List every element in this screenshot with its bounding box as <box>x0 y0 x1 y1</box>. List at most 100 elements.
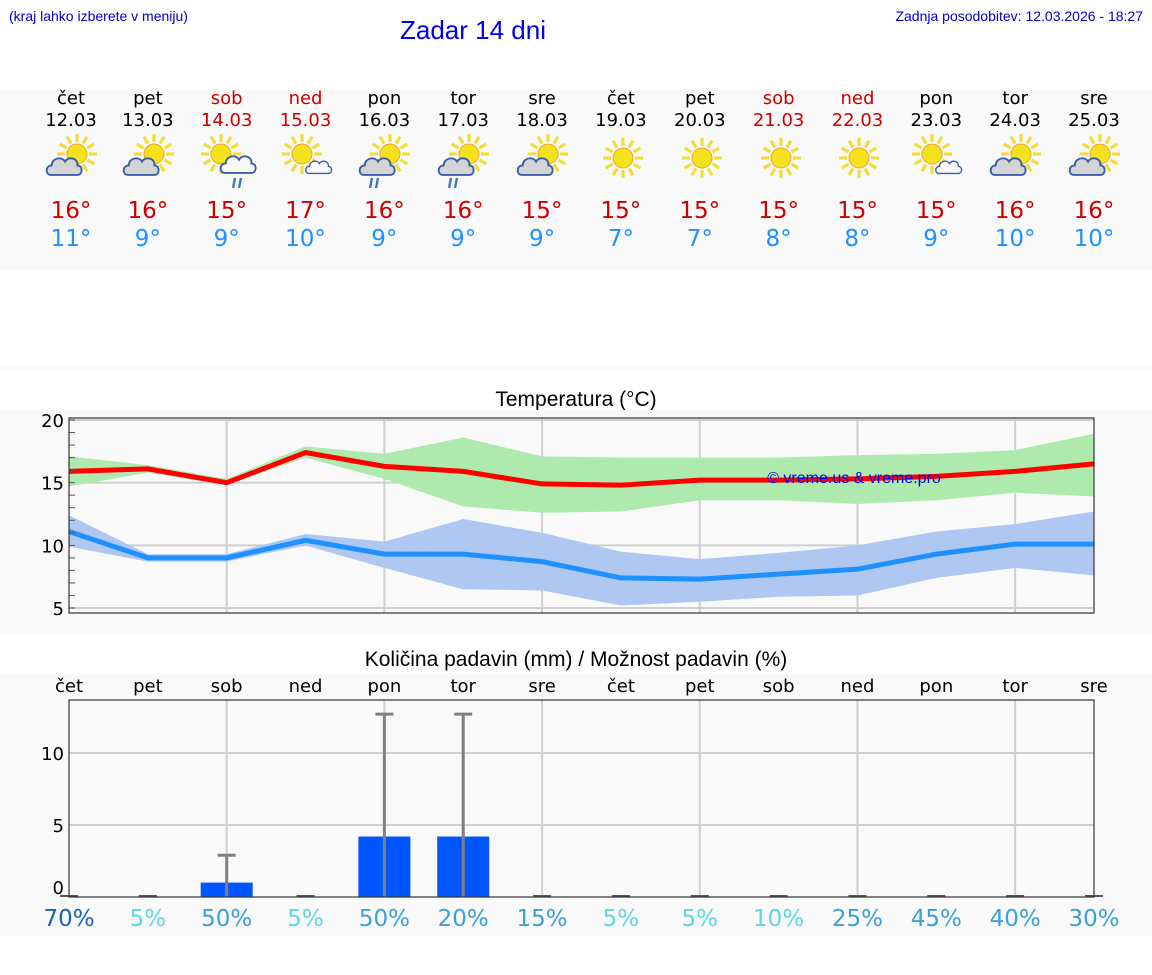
precip-probability: 5% <box>603 906 640 932</box>
day-date: 12.03 <box>45 110 97 131</box>
y-tick: 5 <box>53 816 64 837</box>
y-tick: 10 <box>41 536 64 557</box>
day-name: pon <box>919 88 954 109</box>
day-date: 23.03 <box>910 110 963 131</box>
partly-cloudy-icon <box>516 134 572 190</box>
day-name: čet <box>606 88 635 109</box>
y-tick: 0 <box>53 878 64 899</box>
max-temp: 16° <box>50 198 92 224</box>
partly-cloudy-icon <box>1068 134 1124 190</box>
precip-probability: 5% <box>130 906 167 932</box>
temperature-chart: 5 10 15 20 © vreme.us & vreme.pro <box>41 411 1095 620</box>
precip-probability: 50% <box>201 906 252 932</box>
precipitation-chart: 10 5 0 čet pet sob ned pon tor sre čet pet sob ned pon… <box>41 676 1119 932</box>
min-temp: 8° <box>844 226 871 252</box>
day-name: pet <box>133 88 163 109</box>
y-tick: 20 <box>41 411 64 432</box>
sun-cloud-rain-icon <box>200 134 257 190</box>
max-temp-line <box>68 450 1095 488</box>
max-temp: 16° <box>127 198 169 224</box>
sun-icon <box>595 134 651 190</box>
partly-cloudy-icon <box>989 134 1045 190</box>
min-temp: 10° <box>285 226 326 252</box>
watermark: © vreme.us & vreme.pro <box>767 470 941 487</box>
page-title: Zadar 14 dni <box>400 15 546 45</box>
day-name: sob <box>210 88 243 109</box>
max-temp: 15° <box>837 198 878 224</box>
precip-probability: 25% <box>832 906 883 932</box>
precip-probability: 15% <box>517 906 568 932</box>
y-tick: 5 <box>53 599 64 620</box>
min-temp: 9° <box>528 226 556 252</box>
precip-probability: 5% <box>682 906 719 932</box>
min-temp: 9° <box>371 226 398 252</box>
min-temp: 10° <box>994 226 1036 252</box>
precip-probability: 30% <box>1068 906 1119 932</box>
max-temp: 16° <box>363 198 405 224</box>
day-date: 14.03 <box>200 110 253 131</box>
day-date: 25.03 <box>1068 110 1120 131</box>
day-label: pon <box>919 676 953 697</box>
day-date: 24.03 <box>989 110 1041 131</box>
precip-probability: 10% <box>753 906 804 932</box>
day-date: 18.03 <box>516 110 568 131</box>
day-date: 22.03 <box>831 110 884 131</box>
precip-probability: 5% <box>287 906 324 932</box>
min-temp: 9° <box>134 226 161 252</box>
min-temp: 9° <box>213 226 240 252</box>
min-temp: 7° <box>607 226 634 252</box>
day-label: sob <box>763 676 795 697</box>
day-label: sob <box>211 676 243 697</box>
max-temp: 17° <box>285 198 326 224</box>
day-label: sre <box>1080 676 1107 697</box>
day-label: ned <box>289 676 323 697</box>
divider <box>0 365 1152 371</box>
day-name: sre <box>1080 88 1108 109</box>
sun-icon <box>831 134 887 190</box>
day-label: pon <box>367 676 401 697</box>
location-hint: (kraj lahko izberete v meniju) <box>9 8 188 24</box>
partly-cloudy-rain-icon <box>437 134 493 190</box>
day-date: 19.03 <box>595 110 647 131</box>
partly-cloudy-icon <box>122 134 178 190</box>
min-temp: 10° <box>1073 226 1115 252</box>
day-name: ned <box>288 88 323 109</box>
sun-icon <box>674 134 730 190</box>
precip-probability: 50% <box>359 906 410 932</box>
day-name: čet <box>56 88 86 109</box>
forecast-strip <box>0 90 1152 270</box>
max-temp: 15° <box>600 198 642 224</box>
sun-small-cloud-icon <box>910 134 966 190</box>
day-date: 15.03 <box>279 110 332 131</box>
day-name: pet <box>684 88 715 109</box>
precip-probability: 45% <box>911 906 962 932</box>
day-name: tor <box>450 88 476 109</box>
max-temp: 16° <box>994 198 1036 224</box>
day-label: čet <box>607 676 635 697</box>
sun-icon <box>753 134 809 190</box>
max-temp: 15° <box>915 198 957 224</box>
min-temp: 11° <box>50 226 92 252</box>
day-label: tor <box>450 676 476 697</box>
partly-cloudy-rain-icon <box>358 134 414 190</box>
max-temp: 16° <box>442 198 484 224</box>
day-name: tor <box>1002 88 1028 109</box>
day-name: sre <box>528 88 556 109</box>
day-label: čet <box>55 676 83 697</box>
day-label: ned <box>841 676 875 697</box>
min-temp: 7° <box>686 226 713 252</box>
partly-cloudy-icon <box>45 134 101 190</box>
max-temp: 16° <box>1073 198 1115 224</box>
day-label: pet <box>685 676 715 697</box>
temperature-chart-title: Temperatura (°C) <box>495 388 657 411</box>
y-tick: 15 <box>41 474 64 495</box>
precipitation-chart-title: Količina padavin (mm) / Možnost padavin … <box>364 648 788 671</box>
precip-probability: 40% <box>990 906 1041 932</box>
min-range-band <box>69 511 1094 606</box>
day-label: tor <box>1002 676 1028 697</box>
day-label: pet <box>133 676 163 697</box>
day-name: sob <box>762 88 795 109</box>
max-temp: 15° <box>206 198 248 224</box>
min-temp: 9° <box>450 226 477 252</box>
precip-probability: 70% <box>43 906 94 932</box>
